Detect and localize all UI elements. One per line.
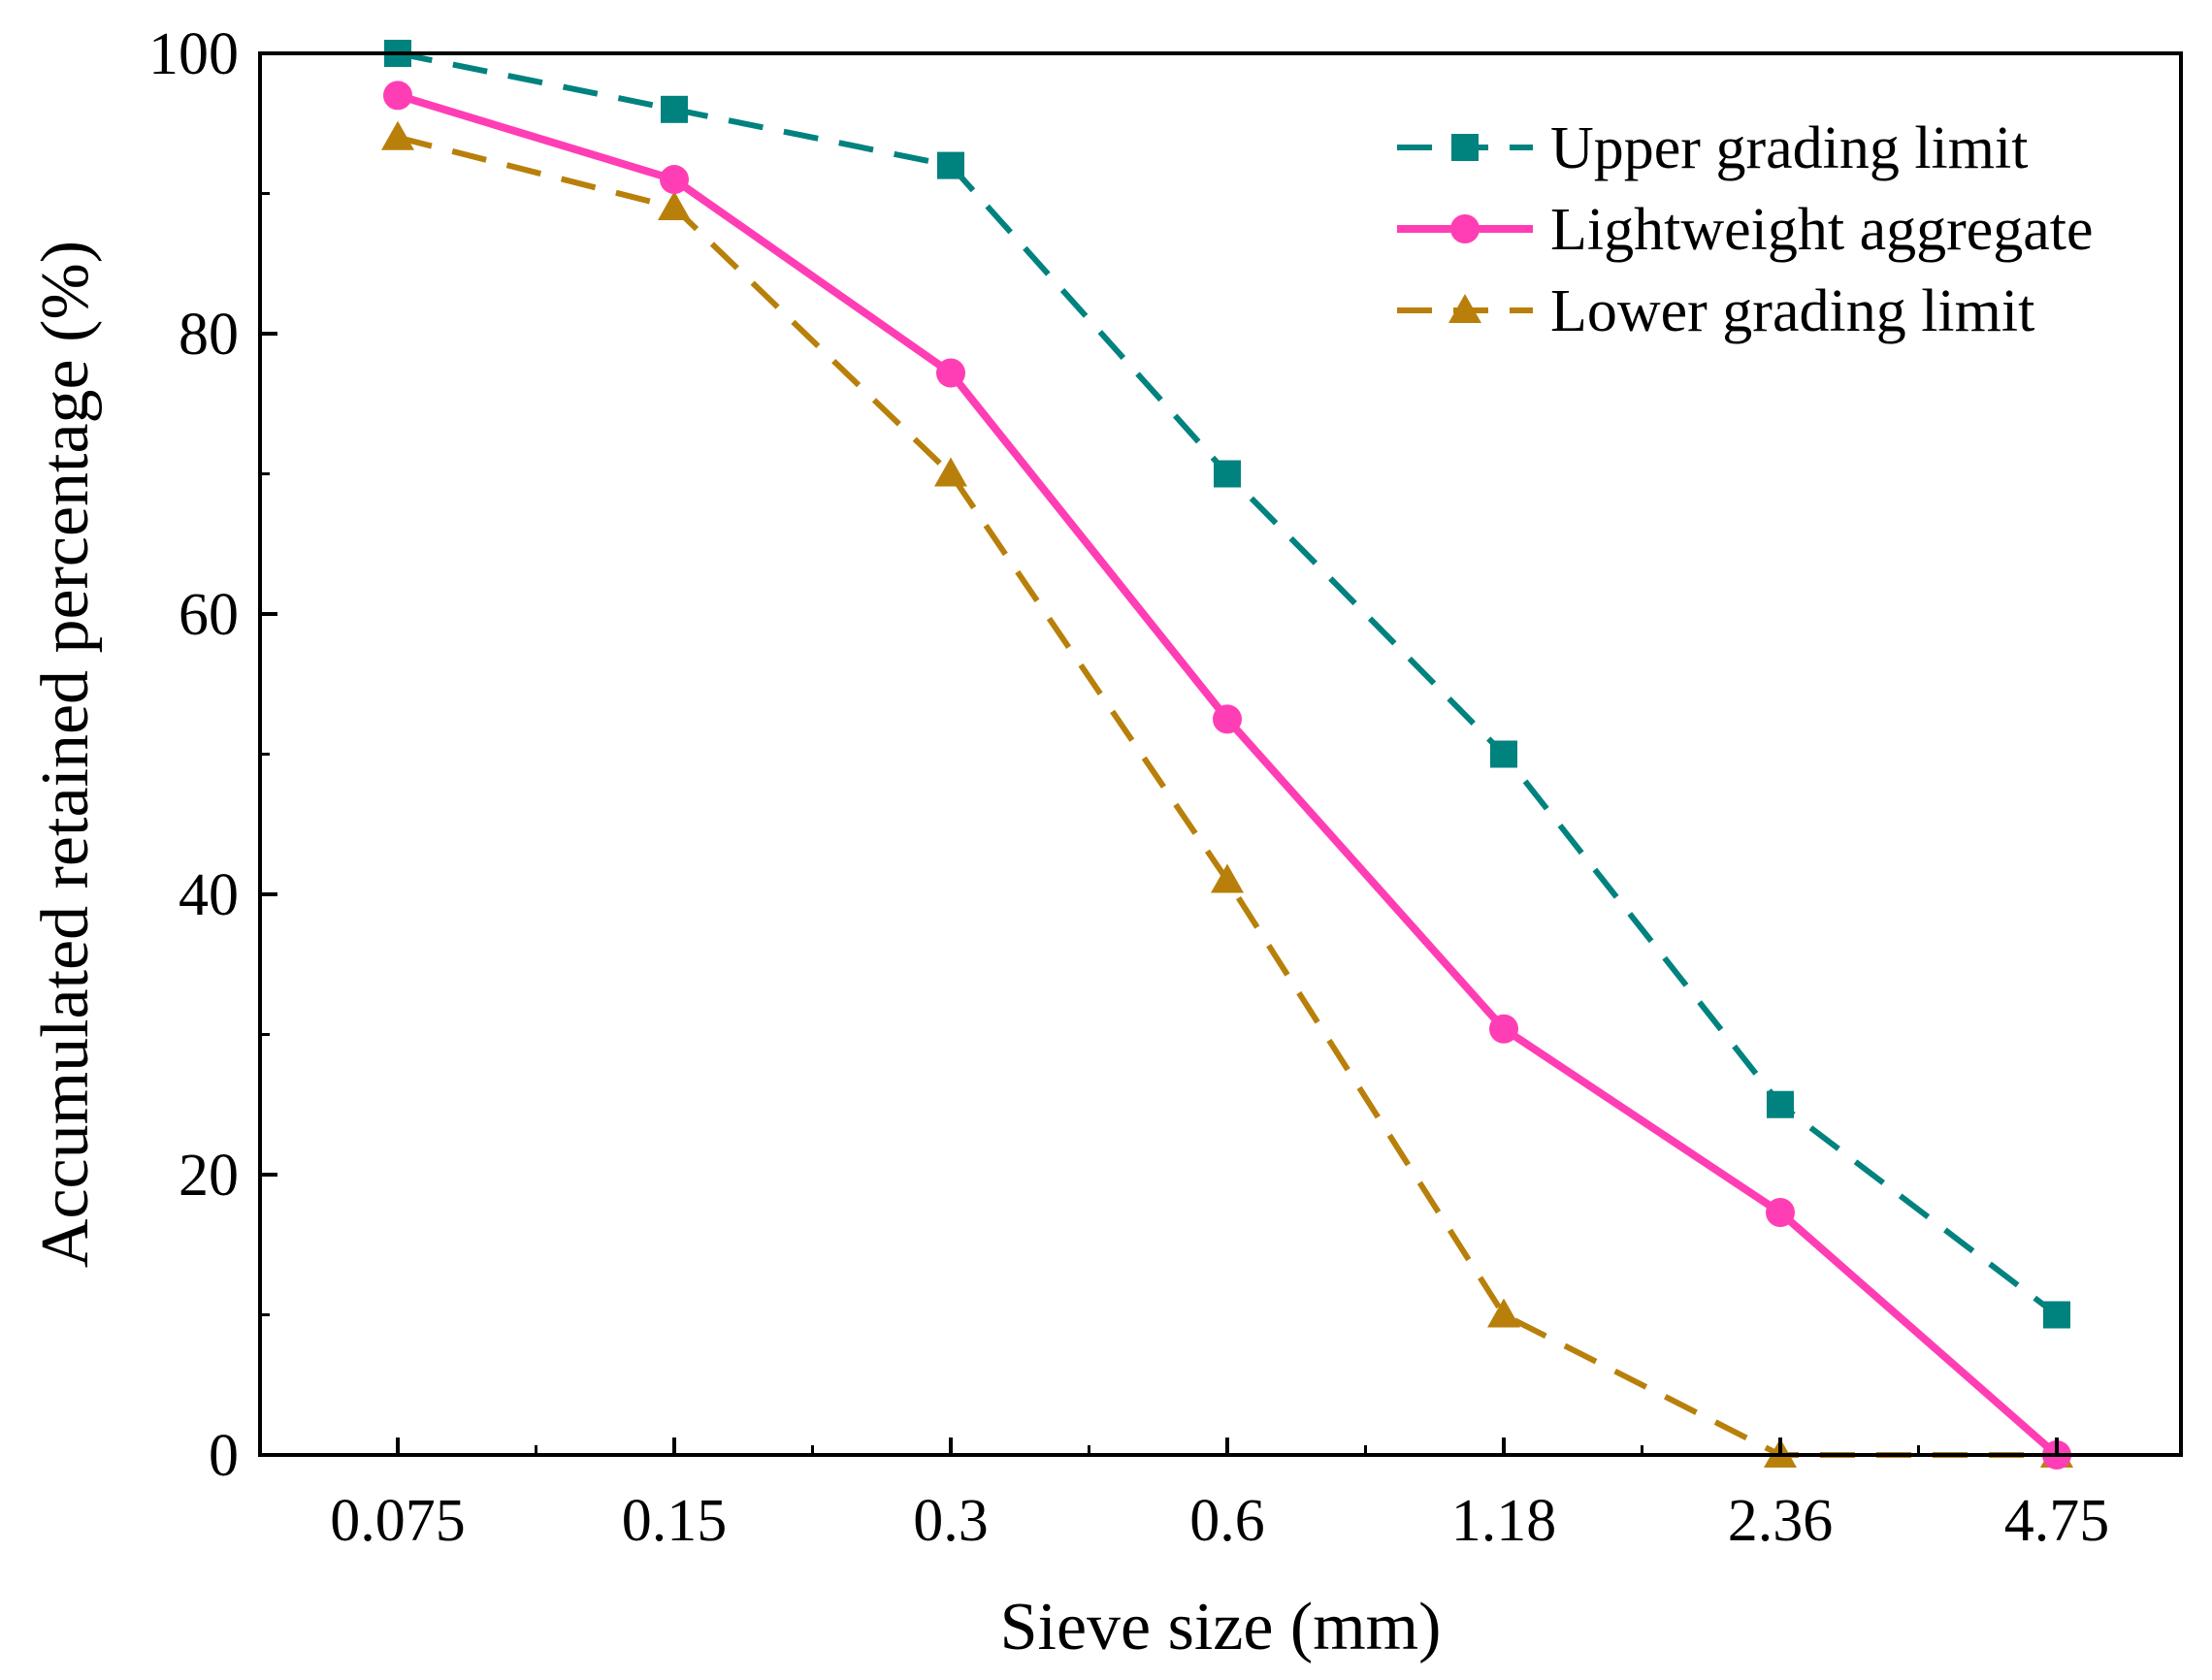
data-point — [2043, 1301, 2070, 1329]
x-tick-label: 1.18 — [1451, 1488, 1557, 1554]
data-point — [937, 151, 964, 179]
data-point — [1213, 704, 1242, 734]
y-axis-title: Accumulated retained percentage (%) — [28, 241, 103, 1268]
data-point — [383, 81, 412, 111]
series-square — [384, 40, 2070, 1329]
x-tick-label: 0.6 — [1189, 1488, 1265, 1554]
data-point — [1489, 1014, 1518, 1044]
data-point — [661, 95, 688, 123]
data-point — [1490, 740, 1517, 768]
x-tick-label: 0.3 — [913, 1488, 989, 1554]
x-axis-title: Sieve size (mm) — [1000, 1590, 1442, 1664]
legend-marker — [1450, 214, 1480, 243]
x-tick-label: 0.075 — [330, 1488, 466, 1554]
data-point — [1766, 1198, 1795, 1228]
legend-label: Lightweight aggregate — [1550, 197, 2094, 263]
y-tick-label: 100 — [148, 21, 239, 87]
legend-marker — [1448, 294, 1481, 323]
data-point — [658, 190, 691, 220]
data-point — [660, 165, 689, 195]
x-tick-label: 2.36 — [1728, 1488, 1834, 1554]
legend-label: Upper grading limit — [1550, 115, 2028, 181]
data-point — [1487, 1298, 1520, 1328]
series-circle — [383, 81, 2071, 1470]
y-tick-label: 60 — [179, 582, 239, 648]
legend-marker — [1451, 134, 1479, 161]
y-tick-label: 20 — [179, 1143, 239, 1209]
legend: Upper grading limit Lightweight aggregate… — [1397, 115, 2094, 344]
series-layer — [381, 40, 2073, 1470]
data-point — [381, 120, 414, 150]
y-tick-label: 40 — [179, 862, 239, 928]
data-point — [1767, 1090, 1794, 1118]
legend-label: Lower grading limit — [1550, 278, 2034, 344]
x-tick-label: 0.15 — [622, 1488, 728, 1554]
ticks-layer: 0.075 0.15 0.3 0.6 1.18 2.36 4.75 0 20 40 60 80 100 — [148, 21, 2109, 1554]
y-tick-label: 80 — [179, 302, 239, 368]
x-tick-label: 4.75 — [2004, 1488, 2110, 1554]
data-point — [1214, 460, 1241, 488]
data-point — [1211, 863, 1244, 893]
data-point — [934, 457, 967, 487]
y-tick-label: 0 — [209, 1423, 239, 1489]
data-point — [936, 358, 965, 388]
